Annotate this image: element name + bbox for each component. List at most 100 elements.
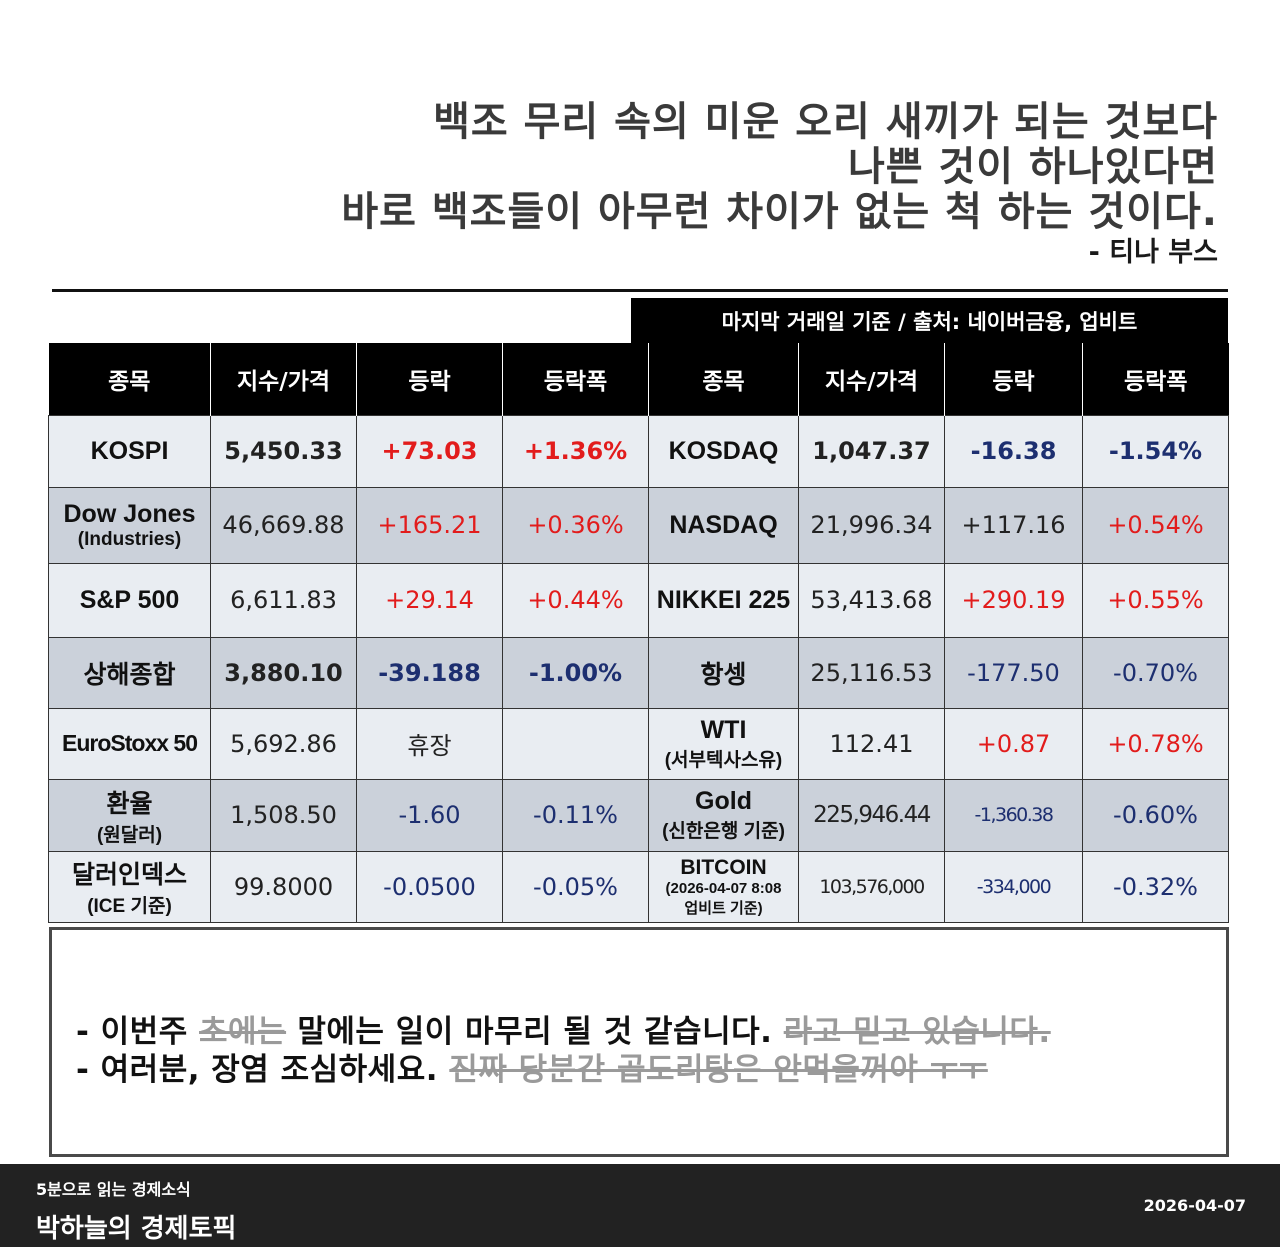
note-line-1-struck-2: 라고 믿고 있습니다. <box>783 1014 1051 1050</box>
index-name-cell: 환율 (원달러) <box>48 778 211 852</box>
index-value: 53,413.68 <box>798 562 945 638</box>
index-name-cell: 상해종합 <box>48 636 211 709</box>
table-row: 환율 (원달러) 1,508.50 -1.60 -0.11% Gold (신한은… <box>48 778 1229 852</box>
index-subname: (Industries) <box>77 528 182 550</box>
index-change-pct: +0.78% <box>1082 707 1229 780</box>
index-change-pct: +0.44% <box>502 562 649 638</box>
index-subname: (서부텍사스유) <box>664 749 783 771</box>
index-subname: (2026-04-07 8:08 <box>665 879 782 897</box>
index-name-cell: 달러인덱스 (ICE 기준) <box>48 850 211 923</box>
header-value-left: 지수/가격 <box>210 343 357 415</box>
index-name: KOSDAQ <box>668 436 779 465</box>
index-name-cell: KOSPI <box>48 414 211 488</box>
index-change-pct: -1.54% <box>1082 414 1229 488</box>
index-subname: (신한은행 기준) <box>662 821 785 842</box>
index-change: +73.03 <box>356 414 503 488</box>
note-line-1: - 이번주 초에는 말에는 일이 마무리 될 것 같습니다. 라고 믿고 있습니… <box>76 1006 1051 1051</box>
index-subname: (원달러) <box>96 824 163 846</box>
index-change-pct: +0.36% <box>502 486 649 564</box>
index-value: 46,669.88 <box>210 486 357 564</box>
index-name-cell: Dow Jones (Industries) <box>48 486 211 564</box>
quote-author: - 티나 부스 <box>1088 237 1218 268</box>
index-name-cell: S&P 500 <box>48 562 211 638</box>
note-line-2: - 여러분, 장염 조심하세요. 진짜 당분간 곱도리탕은 안먹을꺼야 ㅜㅜ <box>76 1044 988 1089</box>
header-pct-right: 등락폭 <box>1082 343 1229 415</box>
index-change-pct: -0.60% <box>1082 778 1229 852</box>
index-name: BITCOIN <box>680 855 767 879</box>
index-name: NASDAQ <box>669 510 778 539</box>
index-value: 99.8000 <box>210 850 357 923</box>
header-value-right: 지수/가격 <box>798 343 945 415</box>
index-change-pct: -0.05% <box>502 850 649 923</box>
index-name-cell: WTI (서부텍사스유) <box>648 707 799 780</box>
header-pct-left: 등락폭 <box>502 343 649 415</box>
header-name-right: 종목 <box>648 343 799 415</box>
index-name: KOSPI <box>90 436 169 465</box>
index-name: 항셍 <box>700 660 747 689</box>
footer-brand: 박하늘의 경제토픽 <box>36 1214 237 1244</box>
index-change: +0.87 <box>944 707 1083 780</box>
index-change: -1,360.38 <box>944 778 1083 852</box>
header-change-left: 등락 <box>356 343 503 415</box>
note-line-2-prefix: - 여러분, 장염 조심하세요. <box>76 1052 450 1088</box>
footer-bar: 5분으로 읽는 경제소식 박하늘의 경제토픽 2026-04-07 <box>0 1164 1280 1247</box>
index-change-pct <box>502 707 649 780</box>
index-value: 103,576,000 <box>798 850 945 923</box>
divider-rule <box>52 289 1228 292</box>
note-line-1-struck-1: 초에는 <box>199 1014 287 1050</box>
index-change-pct: +1.36% <box>502 414 649 488</box>
index-change: -16.38 <box>944 414 1083 488</box>
index-name-cell: 항셍 <box>648 636 799 709</box>
index-change: 휴장 <box>356 707 503 780</box>
header-name-left: 종목 <box>48 343 211 415</box>
index-name-cell: NIKKEI 225 <box>648 562 799 638</box>
index-change: -177.50 <box>944 636 1083 709</box>
index-value: 1,508.50 <box>210 778 357 852</box>
index-change: -39.188 <box>356 636 503 709</box>
note-line-1-prefix: - 이번주 <box>76 1014 200 1050</box>
index-value: 5,450.33 <box>210 414 357 488</box>
index-value: 5,692.86 <box>210 707 357 780</box>
index-value: 112.41 <box>798 707 945 780</box>
table-row: Dow Jones (Industries) 46,669.88 +165.21… <box>48 486 1229 564</box>
table-row: 달러인덱스 (ICE 기준) 99.8000 -0.0500 -0.05% BI… <box>48 850 1229 923</box>
index-change-pct: +0.54% <box>1082 486 1229 564</box>
quote-block: 백조 무리 속의 미운 오리 새끼가 되는 것보다 나쁜 것이 하나있다면 바로… <box>341 100 1218 271</box>
index-change: -334,000 <box>944 850 1083 923</box>
notes-box: - 이번주 초에는 말에는 일이 마무리 될 것 같습니다. 라고 믿고 있습니… <box>49 927 1229 1157</box>
quote-line-3: 바로 백조들이 아무런 차이가 없는 척 하는 것이다. <box>341 189 1218 235</box>
index-subname-2: 업비트 기준) <box>684 899 763 917</box>
quote-line-1: 백조 무리 속의 미운 오리 새끼가 되는 것보다 <box>433 99 1218 145</box>
index-change: +29.14 <box>356 562 503 638</box>
index-name-cell: KOSDAQ <box>648 414 799 488</box>
index-change-pct: -0.70% <box>1082 636 1229 709</box>
index-change-pct: +0.55% <box>1082 562 1229 638</box>
note-line-1-middle: 말에는 일이 마무리 될 것 같습니다. <box>286 1014 784 1050</box>
index-change: -1.60 <box>356 778 503 852</box>
index-name: WTI <box>700 715 747 744</box>
index-change: +290.19 <box>944 562 1083 638</box>
footer-date: 2026-04-07 <box>1143 1196 1246 1215</box>
table-row: 상해종합 3,880.10 -39.188 -1.00% 항셍 25,116.5… <box>48 636 1229 709</box>
index-change: +117.16 <box>944 486 1083 564</box>
index-change: -0.0500 <box>356 850 503 923</box>
table-row: S&P 500 6,611.83 +29.14 +0.44% NIKKEI 22… <box>48 562 1229 638</box>
table-header-row: 종목 지수/가격 등락 등락폭 종목 지수/가격 등락 등락폭 <box>48 343 1229 415</box>
index-name-cell: NASDAQ <box>648 486 799 564</box>
index-value: 6,611.83 <box>210 562 357 638</box>
quote-line-2: 나쁜 것이 하나있다면 <box>847 144 1218 190</box>
index-name: NIKKEI 225 <box>656 585 791 614</box>
index-name: Dow Jones <box>63 499 196 528</box>
index-change-pct: -0.32% <box>1082 850 1229 923</box>
index-change-pct: -0.11% <box>502 778 649 852</box>
index-value: 21,996.34 <box>798 486 945 564</box>
index-name: 환율 <box>106 789 153 818</box>
index-name: S&P 500 <box>79 585 180 614</box>
footer-series: 5분으로 읽는 경제소식 <box>36 1180 191 1199</box>
table-row: KOSPI 5,450.33 +73.03 +1.36% KOSDAQ 1,04… <box>48 414 1229 488</box>
index-change-pct: -1.00% <box>502 636 649 709</box>
source-label: 마지막 거래일 기준 / 출처: 네이버금융, 업비트 <box>631 298 1228 343</box>
index-name: Gold <box>695 787 752 815</box>
note-line-2-struck: 진짜 당분간 곱도리탕은 안먹을꺼야 ㅜㅜ <box>449 1052 988 1088</box>
header-change-right: 등락 <box>944 343 1083 415</box>
